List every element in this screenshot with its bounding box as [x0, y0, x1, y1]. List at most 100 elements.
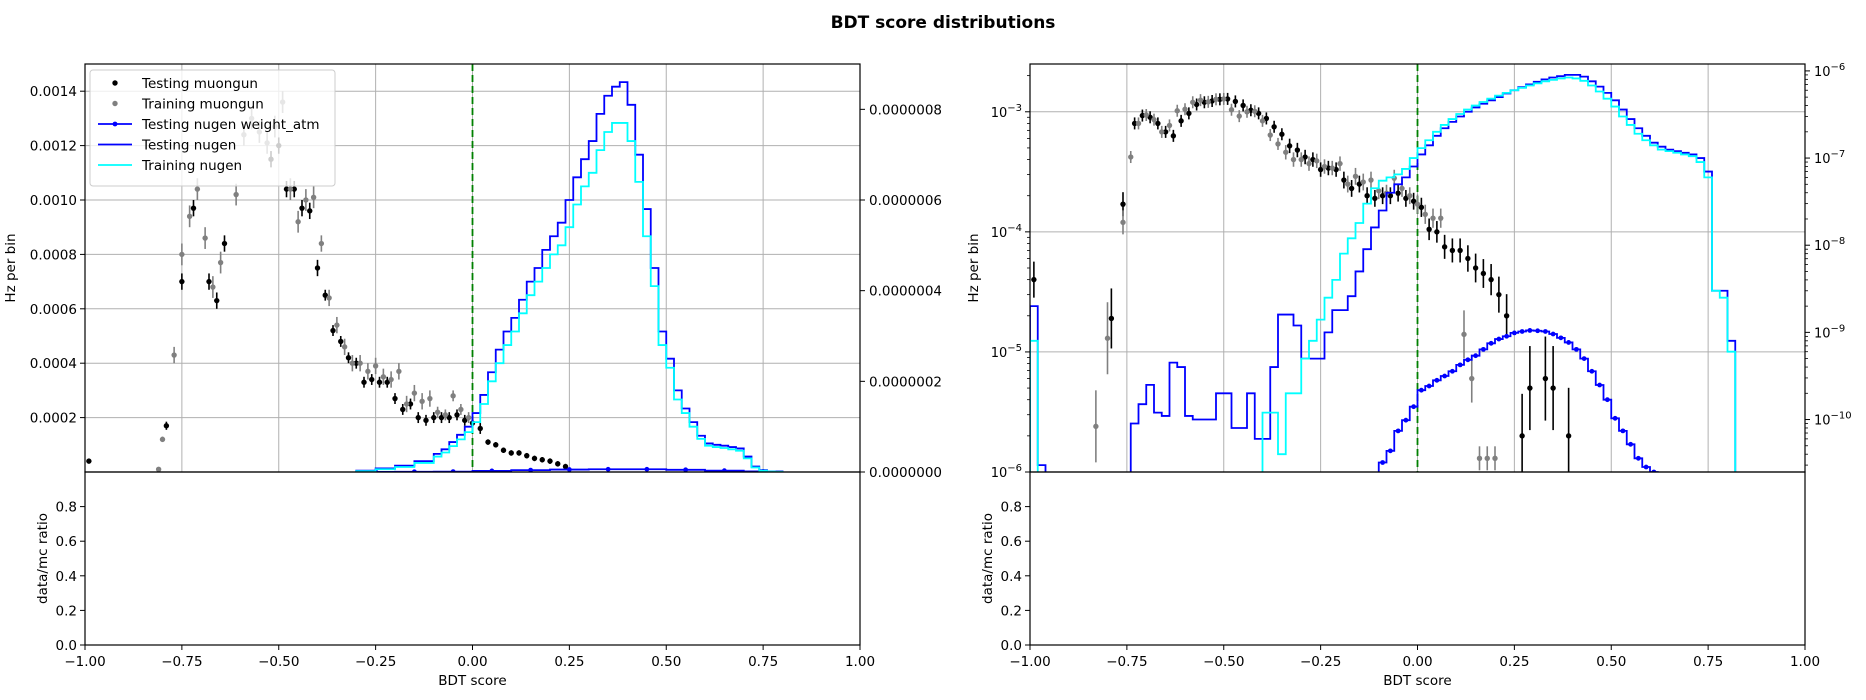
- y2-tick-label: 10−9: [1814, 323, 1845, 341]
- panel-top-right: 10−610−510−410−310−1010−910−810−710−6Hz …: [966, 62, 1852, 481]
- data-point: [1360, 179, 1366, 185]
- step-marker: [528, 467, 534, 472]
- data-point: [1205, 99, 1211, 105]
- data-point: [334, 322, 340, 328]
- y-tick-label: 0.4: [56, 569, 77, 585]
- data-point: [353, 360, 359, 366]
- x-tick-label: −0.25: [1300, 654, 1341, 670]
- data-point: [1104, 335, 1111, 341]
- data-point: [1488, 276, 1494, 283]
- data-point: [1461, 331, 1467, 338]
- data-point: [1306, 160, 1312, 167]
- data-point: [291, 186, 297, 192]
- data-point: [1294, 147, 1301, 153]
- data-point: [179, 278, 185, 285]
- step-marker: [1434, 377, 1440, 383]
- y-tick-label: 10−5: [991, 343, 1022, 361]
- data-point: [1151, 116, 1157, 123]
- data-point: [562, 463, 569, 470]
- data-point: [1228, 107, 1235, 113]
- plot-root: 0.00020.00040.00060.00080.00100.00120.00…: [3, 62, 1852, 689]
- data-point: [1376, 188, 1382, 194]
- data-point: [86, 458, 92, 464]
- step-marker: [450, 469, 456, 472]
- y2-tick-label-exp: −9: [1831, 323, 1846, 334]
- data-point: [318, 240, 325, 247]
- data-point: [1364, 193, 1370, 199]
- legend-label: Training muongun: [141, 97, 264, 113]
- step-marker: [1449, 368, 1455, 374]
- data-point: [1131, 120, 1138, 127]
- data-point: [1178, 118, 1184, 124]
- legend-label: Training nugen: [141, 158, 242, 174]
- step-marker: [1612, 415, 1618, 421]
- data-point: [186, 213, 193, 220]
- data-point: [1469, 375, 1475, 382]
- y-tick-label: 0.0: [1001, 638, 1022, 654]
- step-marker: [1542, 329, 1548, 334]
- y-tick-label: 0.0006: [30, 302, 77, 318]
- data-point: [419, 398, 425, 404]
- data-point: [1162, 129, 1169, 135]
- x-axis-label: BDT score: [1383, 673, 1451, 689]
- legend-entry: Training nugen: [98, 158, 242, 174]
- legend-label: Testing nugen: [141, 138, 236, 154]
- y-tick-label-base: 10: [991, 106, 1008, 121]
- data-point: [233, 191, 239, 198]
- data-point: [1108, 315, 1115, 322]
- data-point: [372, 363, 379, 369]
- data-point: [322, 292, 328, 298]
- step-line: [1030, 76, 1737, 472]
- data-point: [1387, 193, 1394, 199]
- data-point: [171, 352, 177, 358]
- data-point: [1236, 113, 1242, 119]
- y-axis-label: Hz per bin: [3, 233, 19, 302]
- x-tick-label: −1.00: [1009, 654, 1050, 670]
- data-point: [1263, 115, 1270, 122]
- step-marker: [1411, 404, 1417, 410]
- x-axis-label: BDT score: [438, 673, 506, 689]
- y-tick-label: 0.4: [1001, 569, 1022, 585]
- y-tick-label: 0.2: [56, 603, 77, 619]
- step-marker: [1628, 441, 1634, 447]
- data-point: [1492, 455, 1498, 462]
- data-point: [1232, 98, 1239, 105]
- x-tick-label: 0.50: [651, 654, 681, 670]
- y-tick-label-base: 10: [991, 226, 1008, 241]
- series-training-nugen: [355, 122, 784, 472]
- legend-box: [89, 69, 336, 187]
- data-point: [465, 414, 472, 421]
- data-point: [1345, 181, 1351, 187]
- y-axis-label: Hz per bin: [966, 233, 982, 302]
- data-point: [384, 379, 390, 385]
- legend-entry: Testing muongun: [112, 76, 258, 92]
- data-point: [1441, 244, 1448, 250]
- data-point: [1135, 120, 1142, 127]
- x-tick-label: 0.75: [1693, 654, 1723, 670]
- data-point: [531, 455, 538, 462]
- data-point: [400, 406, 406, 413]
- panel-bottom-left: 0.0 0.2 0.4 0.6 0.8 −1.00 −0.75 −0.50 −0.25 0.00 0…: [35, 471, 875, 689]
- data-point: [357, 360, 363, 366]
- y2-tick-label: 0.0000000: [869, 465, 942, 481]
- step-marker: [605, 466, 611, 472]
- data-point: [1093, 423, 1099, 430]
- x-tick-label: 0.50: [1596, 654, 1626, 670]
- x-tick-label: 0.00: [1402, 654, 1432, 670]
- data-point: [450, 393, 456, 399]
- data-point: [1186, 110, 1192, 117]
- step-marker: [1465, 357, 1471, 363]
- data-point: [1418, 204, 1425, 211]
- data-point: [1329, 165, 1335, 171]
- step-marker: [1604, 397, 1610, 403]
- step-line: [1377, 329, 1659, 472]
- step-marker: [1480, 346, 1486, 352]
- data-point: [1519, 433, 1525, 439]
- step-marker: [1457, 362, 1463, 368]
- data-point: [299, 205, 305, 211]
- data-point: [202, 235, 208, 241]
- data-point: [179, 251, 185, 258]
- y-axis-label: data/mc ratio: [35, 513, 51, 604]
- data-point: [423, 417, 429, 424]
- step-marker: [1589, 368, 1595, 374]
